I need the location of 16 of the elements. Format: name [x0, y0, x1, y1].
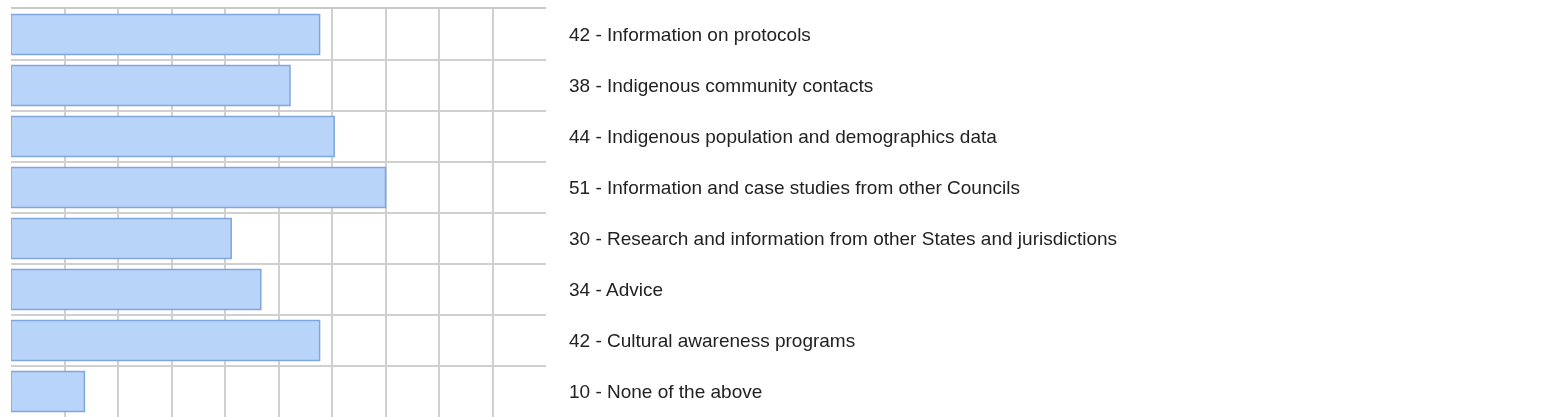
- y-tick-label: 42 - Information on protocols: [569, 24, 811, 46]
- bar: [11, 370, 86, 413]
- y-tick-label: 30 - Research and information from other States and jurisdictions: [569, 228, 1118, 250]
- bar: [11, 268, 262, 311]
- bar: [11, 13, 321, 56]
- bar: [11, 115, 335, 158]
- bar: [11, 64, 291, 107]
- y-tick-label: 44 - Indigenous population and demographics data: [569, 126, 998, 148]
- y-tick-label: 42 - Cultural awareness programs: [569, 330, 856, 352]
- bar: [11, 319, 321, 362]
- bar: [11, 217, 232, 260]
- y-tick-label: 38 - Indigenous community contacts: [569, 75, 874, 97]
- bar: [11, 166, 387, 209]
- y-tick-label: 51 - Information and case studies from other Councils: [569, 177, 1020, 199]
- y-tick-label: 34 - Advice: [569, 279, 663, 301]
- y-tick-label: 10 - None of the above: [569, 381, 763, 403]
